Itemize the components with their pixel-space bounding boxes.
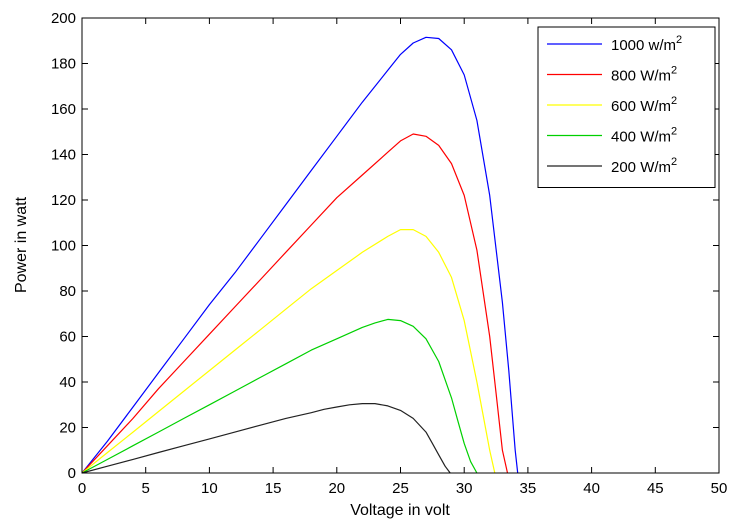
y-tick-label: 140 [51, 147, 76, 164]
legend-superscript: 2 [671, 65, 677, 77]
legend-label-4: 200 W/m2 [611, 156, 677, 176]
legend-text: 200 W/m [611, 159, 671, 176]
y-tick-label: 180 [51, 56, 76, 73]
x-tick-label: 5 [142, 480, 150, 497]
legend-superscript: 2 [671, 95, 677, 107]
x-tick-label: 40 [583, 480, 600, 497]
x-tick-label: 30 [456, 480, 473, 497]
x-tick-label: 10 [201, 480, 218, 497]
legend-text: 400 W/m [611, 129, 671, 146]
series-line-4 [81, 403, 451, 474]
legend-superscript: 2 [671, 126, 677, 138]
legend-superscript: 2 [676, 34, 682, 46]
ticks-layer: 0 5 10 15 20 25 30 35 40 45 50 0 20 40 60 80 100 120 140 16… [51, 10, 727, 497]
y-tick-label: 80 [59, 283, 76, 300]
y-tick-label: 120 [51, 192, 76, 209]
x-axis-label: Voltage in volt [350, 502, 450, 519]
legend-text: 1000 w/m [611, 37, 676, 54]
y-tick-label: 100 [51, 238, 76, 255]
x-tick-label: 0 [78, 480, 86, 497]
legend-label-1: 800 W/m2 [611, 65, 677, 85]
x-tick-label: 15 [265, 480, 282, 497]
y-tick-label: 200 [51, 10, 76, 27]
y-tick-label: 20 [59, 420, 76, 437]
series-line-1 [81, 133, 509, 474]
x-tick-label: 35 [520, 480, 537, 497]
series-line-3 [81, 318, 478, 474]
x-tick-label: 50 [711, 480, 728, 497]
legend-text: 600 W/m [611, 98, 671, 115]
y-tick-label: 160 [51, 101, 76, 118]
y-axis-label: Power in watt [13, 196, 30, 293]
y-tick-label: 0 [68, 465, 76, 482]
y-tick-label: 40 [59, 374, 76, 391]
series-layer [81, 36, 519, 474]
legend-label-2: 600 W/m2 [611, 95, 677, 115]
x-tick-label: 45 [647, 480, 664, 497]
x-tick-label: 20 [328, 480, 345, 497]
legend-box [537, 26, 716, 188]
legend-label-3: 400 W/m2 [611, 126, 677, 146]
legend-superscript: 2 [671, 156, 677, 168]
legend-text: 800 W/m [611, 68, 671, 85]
y-tick-label: 60 [59, 329, 76, 346]
legend-label-0: 1000 w/m2 [611, 34, 682, 54]
series-line-0 [81, 36, 519, 474]
series-line-2 [81, 229, 496, 474]
plot-frame [81, 17, 720, 474]
x-tick-label: 25 [392, 480, 409, 497]
